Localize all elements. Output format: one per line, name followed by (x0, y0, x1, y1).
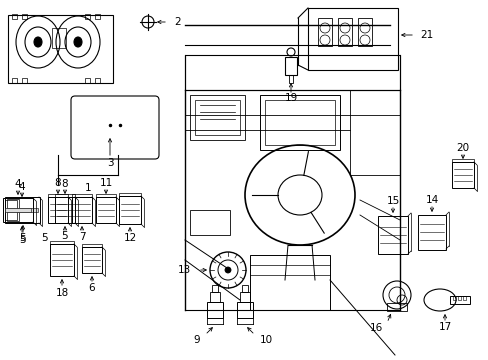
Bar (209, 292, 220, 302)
Bar (260, 95, 339, 150)
Bar (95, 14, 100, 19)
Text: 11: 11 (99, 178, 112, 188)
Text: 5: 5 (41, 233, 47, 243)
Bar (240, 292, 249, 302)
Bar (457, 296, 460, 300)
Bar (12, 78, 17, 83)
Bar (452, 296, 455, 300)
Text: 3: 3 (106, 158, 113, 168)
Text: 18: 18 (55, 288, 68, 298)
Text: 13: 13 (177, 265, 191, 275)
Bar (82, 247, 102, 273)
Bar (55, 197, 75, 223)
Text: 17: 17 (437, 322, 451, 332)
Ellipse shape (74, 37, 82, 47)
Ellipse shape (224, 267, 230, 273)
Bar (50, 244, 74, 276)
Text: 16: 16 (369, 323, 382, 333)
Text: 7: 7 (79, 232, 85, 242)
Bar (3, 198, 33, 222)
Bar (72, 197, 92, 223)
Text: 19: 19 (284, 93, 297, 103)
Bar (7, 208, 38, 212)
Text: 1: 1 (84, 183, 91, 193)
Text: 4: 4 (19, 182, 25, 192)
Bar (285, 57, 296, 75)
Text: 6: 6 (88, 283, 95, 293)
Text: 8: 8 (61, 179, 68, 189)
Bar (190, 210, 229, 235)
Bar (55, 194, 75, 197)
Bar (22, 78, 27, 83)
Bar (264, 100, 334, 145)
Bar (85, 14, 90, 19)
Bar (96, 194, 116, 197)
Bar (95, 78, 100, 83)
Text: 4: 4 (15, 179, 21, 189)
Ellipse shape (34, 37, 42, 47)
Bar (5, 208, 31, 212)
Bar (237, 302, 252, 318)
Bar (22, 14, 27, 19)
Text: 21: 21 (419, 30, 432, 40)
Text: 10: 10 (260, 335, 273, 345)
Bar (85, 78, 90, 83)
Text: 12: 12 (123, 233, 136, 243)
Bar (357, 18, 371, 46)
Bar (82, 244, 102, 247)
Bar (206, 302, 223, 318)
Text: 2: 2 (174, 17, 180, 27)
Bar (72, 194, 92, 197)
Text: 15: 15 (386, 196, 399, 206)
Bar (349, 90, 399, 175)
Bar (52, 28, 66, 48)
Text: 9: 9 (193, 335, 200, 345)
Bar (377, 216, 407, 254)
Bar (451, 159, 473, 162)
Bar (48, 194, 68, 197)
Bar (7, 199, 19, 221)
Bar (119, 196, 141, 224)
Bar (12, 14, 17, 19)
Bar (190, 95, 244, 140)
Bar (307, 8, 397, 70)
Bar (119, 193, 141, 196)
Bar (462, 296, 465, 300)
Text: 14: 14 (425, 195, 438, 205)
Bar (5, 200, 17, 220)
Text: 5: 5 (19, 233, 25, 243)
Text: 5: 5 (61, 231, 68, 241)
Bar (337, 18, 351, 46)
FancyBboxPatch shape (71, 96, 159, 159)
Bar (50, 241, 74, 244)
Bar (249, 255, 329, 310)
Bar (386, 303, 406, 311)
Bar (451, 162, 473, 188)
Bar (48, 197, 68, 223)
Bar (195, 100, 240, 135)
Bar (5, 197, 40, 223)
Bar (242, 285, 247, 292)
Text: 8: 8 (55, 178, 61, 188)
Text: 5: 5 (20, 235, 26, 245)
Bar (8, 15, 113, 83)
Bar (449, 296, 469, 304)
Bar (288, 75, 292, 83)
Bar (184, 55, 399, 90)
Bar (212, 285, 218, 292)
Bar (96, 197, 116, 223)
Bar (417, 215, 445, 250)
Bar (317, 18, 331, 46)
Text: 20: 20 (455, 143, 468, 153)
